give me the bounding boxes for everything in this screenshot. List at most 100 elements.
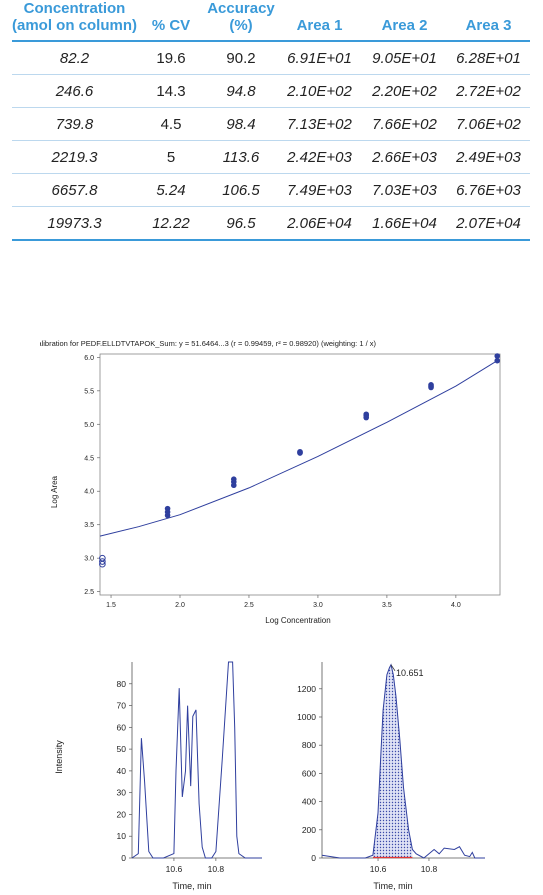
cell-cv: 5.24 bbox=[156, 181, 186, 199]
results-table: Concentration (amol on column) % CV Accu… bbox=[12, 0, 530, 241]
cell-accuracy: 96.5 bbox=[226, 214, 256, 232]
header-area-3: Area 3 bbox=[465, 17, 512, 34]
data-point bbox=[230, 482, 237, 489]
y-tick-label: 80 bbox=[117, 679, 127, 689]
cell-area-2: 2.20E+02 bbox=[372, 82, 437, 100]
cell-area-2: 1.66E+04 bbox=[372, 214, 437, 232]
table-row: 19973.3 12.22 96.5 2.06E+04 1.66E+04 2.0… bbox=[12, 207, 530, 240]
calibration-fit-curve bbox=[99, 360, 498, 537]
cell-area-2: 2.66E+03 bbox=[372, 148, 437, 166]
y-tick-label: 4.0 bbox=[84, 489, 94, 496]
y-tick-label: 200 bbox=[302, 825, 316, 835]
cell-cv: 4.5 bbox=[160, 115, 182, 133]
table-body: 82.2 19.6 90.2 6.91E+01 9.05E+01 6.28E+0… bbox=[12, 41, 530, 240]
y-tick-label: 0 bbox=[311, 853, 316, 863]
calibration-title: Calibration for PEDF.ELLDTVTAPOK_Sum: y … bbox=[40, 339, 376, 348]
chromatogram-left: Intensity Time, min 0 10 20 30 40 50 60 70 80 10.… bbox=[54, 661, 262, 891]
y-tick-label: 5.5 bbox=[84, 388, 94, 395]
y-tick-label: 50 bbox=[117, 744, 127, 754]
y-tick-label: 0 bbox=[121, 853, 126, 863]
data-point bbox=[363, 414, 370, 421]
cell-concentration: 6657.8 bbox=[51, 181, 98, 199]
cell-area-3: 6.28E+01 bbox=[456, 49, 521, 67]
y-tick-label: 70 bbox=[117, 701, 127, 711]
cell-area-1: 7.13E+02 bbox=[287, 115, 352, 133]
cell-area-1: 2.06E+04 bbox=[287, 214, 352, 232]
cell-area-2: 9.05E+01 bbox=[372, 49, 437, 67]
calibration-plot-frame bbox=[99, 353, 501, 596]
cell-accuracy: 106.5 bbox=[222, 181, 260, 199]
y-tick-label: 3.5 bbox=[84, 522, 94, 529]
header-area-2: Area 2 bbox=[381, 17, 428, 34]
header-area-1: Area 1 bbox=[296, 17, 343, 34]
header-cv: % CV bbox=[151, 17, 191, 34]
cell-area-1: 6.91E+01 bbox=[287, 49, 352, 67]
excluded-point bbox=[99, 560, 106, 568]
chromatogram-left-x-label: Time, min bbox=[172, 881, 211, 891]
cell-area-3: 2.49E+03 bbox=[456, 148, 521, 166]
cell-concentration: 246.6 bbox=[55, 82, 94, 100]
calibration-points bbox=[99, 353, 501, 568]
y-tick-label: 5.0 bbox=[84, 422, 94, 429]
cell-accuracy: 113.6 bbox=[222, 148, 260, 166]
cell-area-3: 7.06E+02 bbox=[456, 115, 521, 133]
x-tick-label: 10.6 bbox=[370, 864, 387, 874]
chromatogram-right-x-label: Time, min bbox=[373, 881, 412, 891]
y-tick-label: 800 bbox=[302, 740, 316, 750]
x-tick-label: 4.0 bbox=[451, 602, 461, 609]
cell-accuracy: 94.8 bbox=[226, 82, 256, 100]
x-tick-label: 3.5 bbox=[382, 602, 392, 609]
table-row: 2219.3 5 113.6 2.42E+03 2.66E+03 2.49E+0… bbox=[12, 141, 530, 174]
table-row: 6657.8 5.24 106.5 7.49E+03 7.03E+03 6.76… bbox=[12, 174, 530, 207]
cell-area-2: 7.66E+02 bbox=[372, 115, 437, 133]
y-tick-label: 40 bbox=[117, 766, 127, 776]
cell-area-1: 2.10E+02 bbox=[287, 82, 352, 100]
data-point bbox=[164, 512, 171, 519]
cell-accuracy: 98.4 bbox=[226, 115, 256, 133]
chromatogram-right-trace bbox=[321, 663, 485, 859]
results-table-container: Concentration (amol on column) % CV Accu… bbox=[12, 0, 530, 241]
data-point bbox=[428, 384, 434, 391]
chromatogram-left-y-label: Intensity bbox=[54, 740, 64, 774]
data-point bbox=[297, 450, 303, 456]
cell-cv: 19.6 bbox=[156, 49, 186, 67]
cell-area-1: 7.49E+03 bbox=[287, 181, 352, 199]
calibration-x-label: Log Concentration bbox=[265, 616, 330, 625]
peak-label: 10.651 bbox=[396, 668, 424, 678]
table-row: 246.6 14.3 94.8 2.10E+02 2.20E+02 2.72E+… bbox=[12, 75, 530, 108]
y-tick-label: 400 bbox=[302, 797, 316, 807]
data-point bbox=[494, 353, 501, 359]
x-tick-label: 10.8 bbox=[208, 864, 225, 874]
table-row: 82.2 19.6 90.2 6.91E+01 9.05E+01 6.28E+0… bbox=[12, 41, 530, 75]
x-tick-label: 2.5 bbox=[244, 602, 254, 609]
cell-concentration: 82.2 bbox=[59, 49, 90, 67]
cell-area-2: 7.03E+03 bbox=[372, 181, 437, 199]
x-tick-label: 10.6 bbox=[166, 864, 183, 874]
x-tick-label: 2.0 bbox=[175, 602, 185, 609]
x-tick-label: 1.5 bbox=[106, 602, 116, 609]
header-accuracy: Accuracy (%) bbox=[207, 0, 275, 34]
chromatogram-right-peak-area bbox=[372, 664, 413, 858]
data-point bbox=[494, 357, 501, 364]
y-tick-label: 30 bbox=[117, 788, 127, 798]
cell-concentration: 739.8 bbox=[55, 115, 94, 133]
y-tick-label: 3.0 bbox=[84, 556, 94, 563]
cell-concentration: 19973.3 bbox=[47, 214, 102, 232]
y-tick-label: 6.0 bbox=[84, 355, 94, 362]
cell-area-3: 6.76E+03 bbox=[456, 181, 521, 199]
peak-pointer bbox=[390, 664, 396, 672]
table-row: 739.8 4.5 98.4 7.13E+02 7.66E+02 7.06E+0… bbox=[12, 108, 530, 141]
cell-cv: 5 bbox=[166, 148, 176, 166]
calibration-chart: Calibration for PEDF.ELLDTVTAPOK_Sum: y … bbox=[40, 339, 501, 625]
cell-area-3: 2.07E+04 bbox=[456, 214, 521, 232]
x-tick-label: 3.0 bbox=[313, 602, 323, 609]
header-concentration: Concentration (amol on column) bbox=[12, 0, 137, 34]
y-tick-label: 1200 bbox=[297, 684, 316, 694]
cell-cv: 12.22 bbox=[152, 214, 190, 232]
cell-concentration: 2219.3 bbox=[51, 148, 98, 166]
chromatogram-right-peak-marker: 10.651 bbox=[390, 664, 424, 678]
y-tick-label: 10 bbox=[117, 831, 127, 841]
x-tick-label: 10.8 bbox=[421, 864, 438, 874]
y-tick-label: 1000 bbox=[297, 712, 316, 722]
